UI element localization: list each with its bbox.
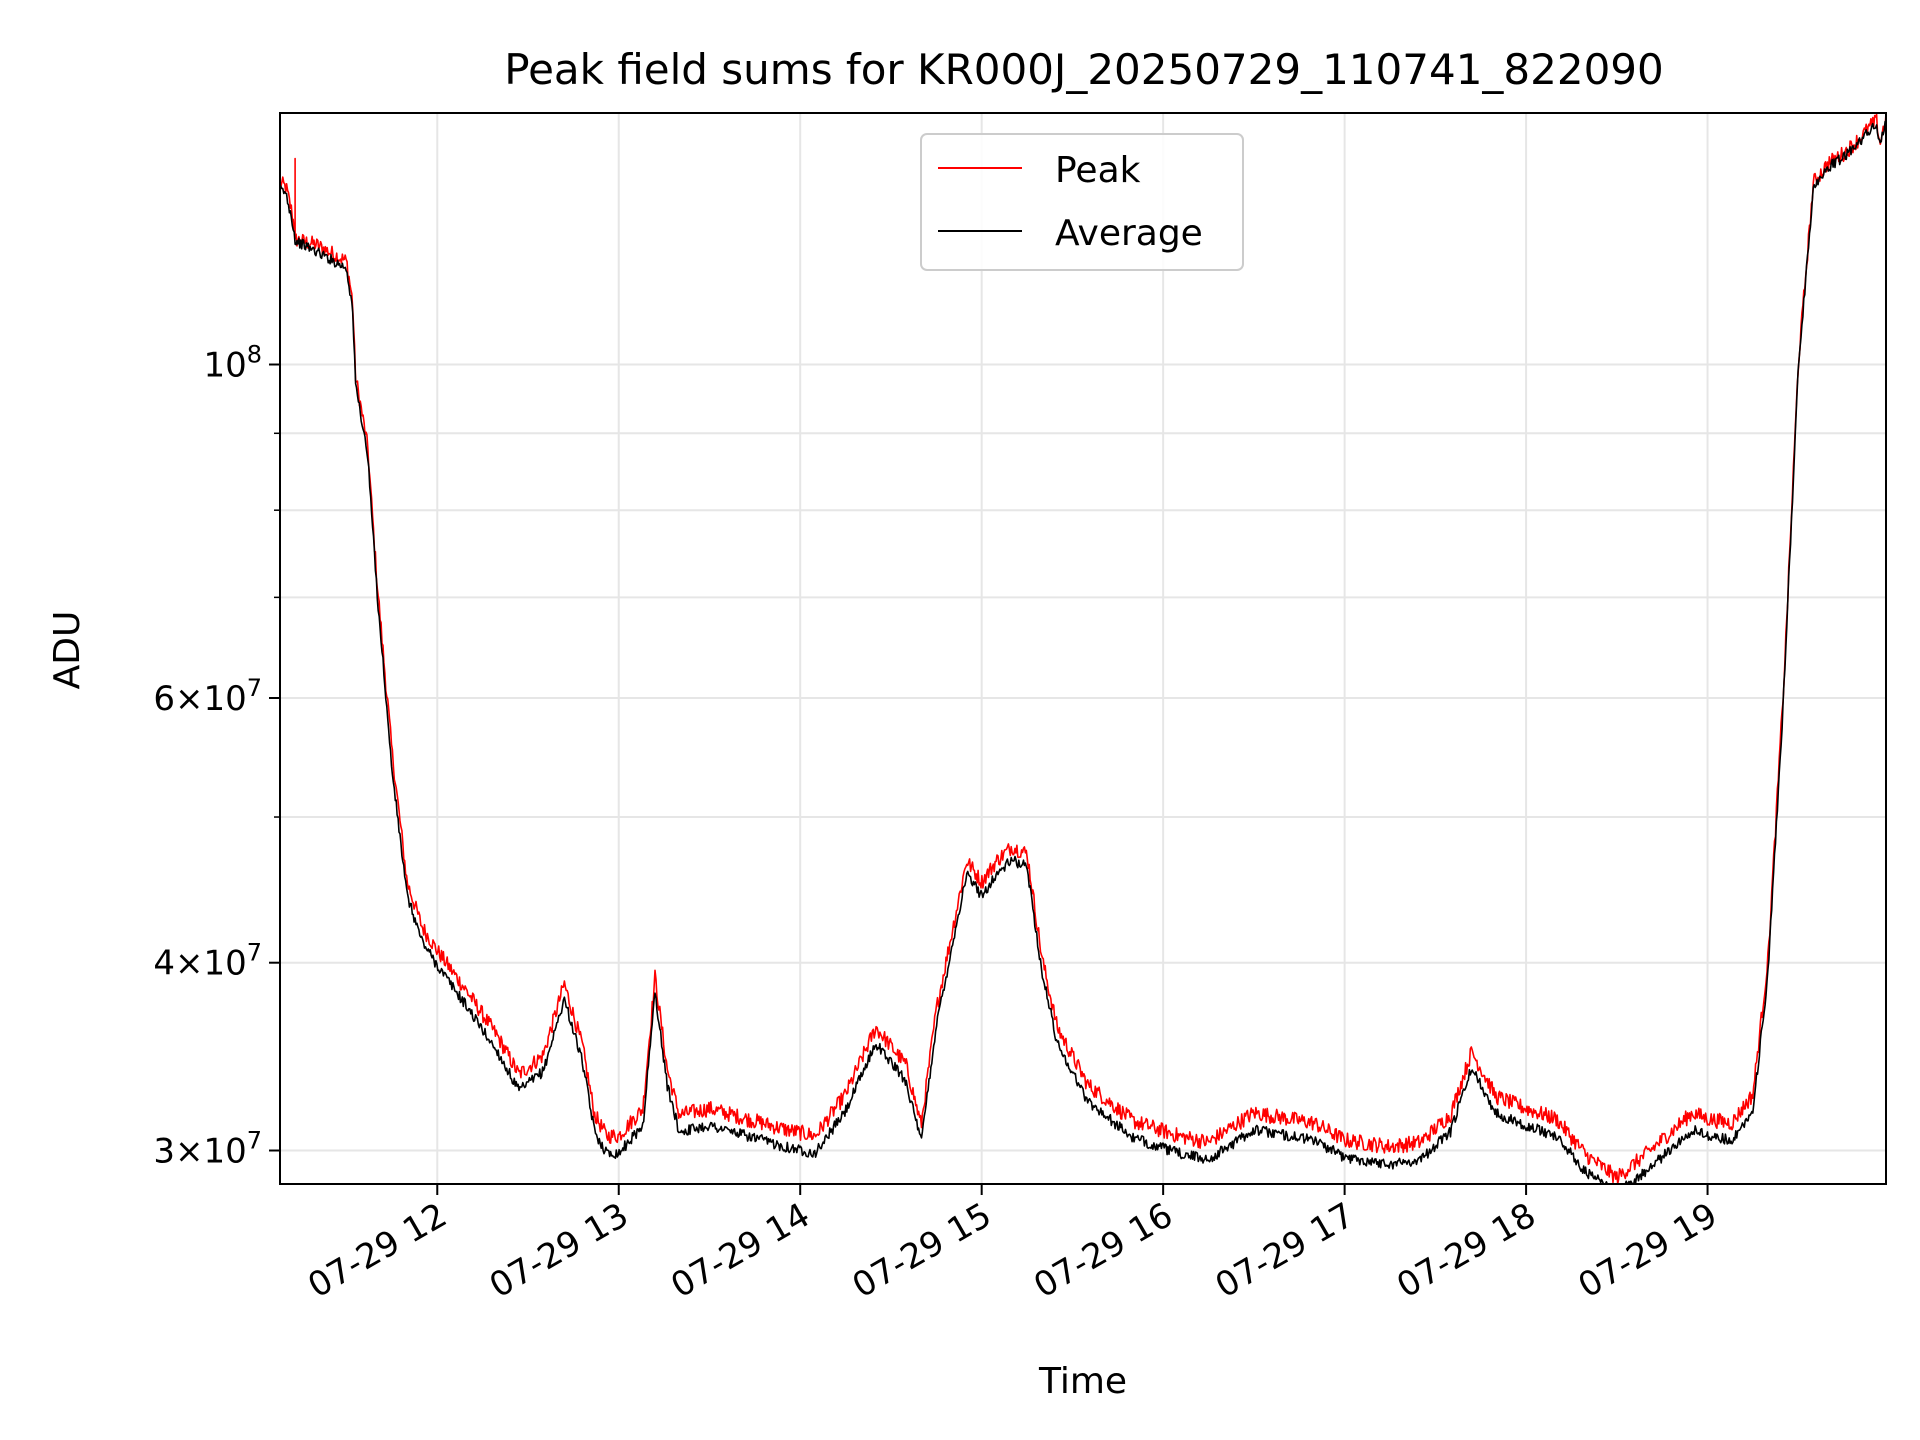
legend-peak-label: Peak — [1055, 150, 1141, 191]
plot-frame — [279, 112, 1887, 1185]
y-tick-label: 3×107 — [153, 1127, 262, 1172]
plot-background — [280, 113, 1886, 1184]
y-tick-label: 6×107 — [153, 674, 262, 719]
y-axis-label: ADU — [47, 611, 88, 690]
x-axis-label: Time — [1038, 1361, 1127, 1402]
y-tick-label: 108 — [203, 341, 262, 386]
legend-average-label: Average — [1055, 213, 1203, 254]
grid-lines — [280, 113, 1886, 1184]
y-axis: 3×107 4×107 6×107 108 — [153, 341, 280, 1172]
plot-area — [279, 112, 1887, 1185]
y-tick-label: 4×107 — [153, 939, 262, 984]
chart-title: Peak field sums for KR000J_20250729_1107… — [504, 45, 1664, 94]
series-line-peak — [279, 112, 1887, 1185]
legend: Peak Average — [920, 133, 1244, 271]
